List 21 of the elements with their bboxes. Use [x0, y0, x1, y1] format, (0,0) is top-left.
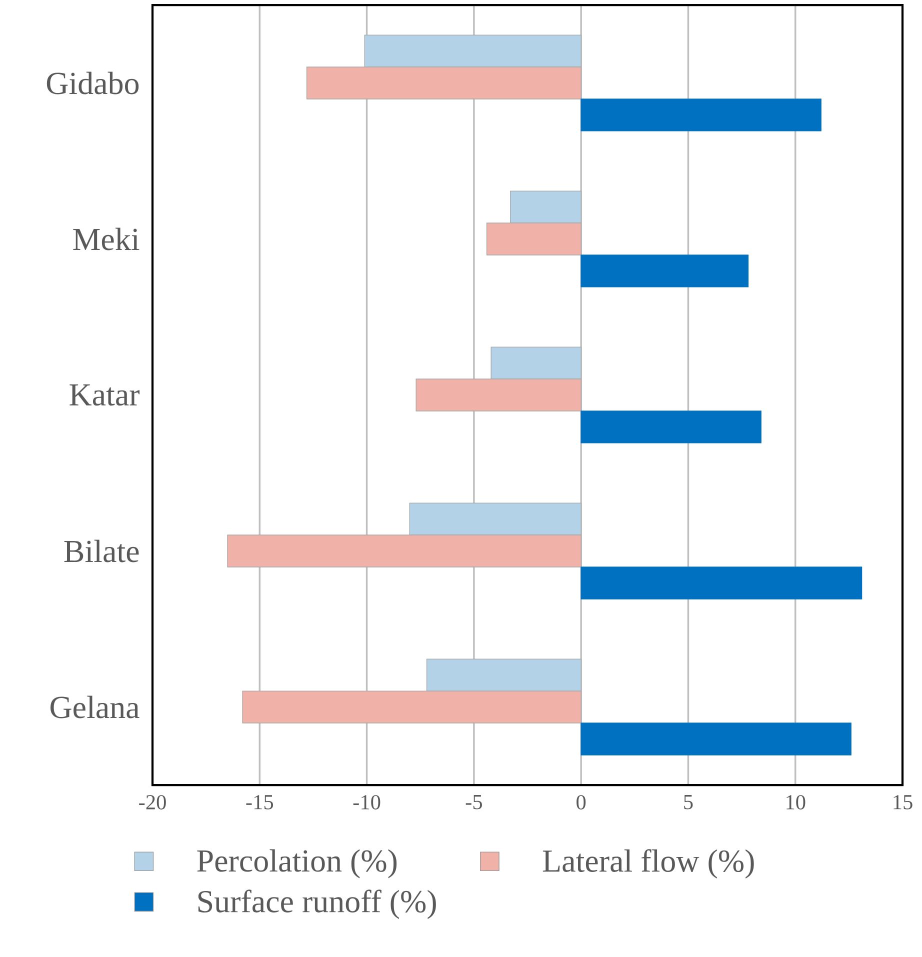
y-tick-label: Katar: [70, 384, 140, 406]
bar: [580, 410, 762, 444]
legend-label: Lateral flow (%): [542, 849, 754, 878]
y-tick-label: Gidabo: [46, 72, 139, 94]
legend-label: Percolation (%): [197, 849, 397, 878]
x-tick-label: -10: [353, 795, 380, 810]
x-tick-label: -5: [466, 795, 482, 810]
x-tick-label: -15: [246, 795, 274, 810]
bar: [580, 566, 862, 600]
y-tick-label: Meki: [73, 228, 140, 250]
bar: [580, 254, 749, 288]
x-tick-label: -20: [139, 795, 166, 810]
x-tick-label: 10: [786, 795, 806, 810]
x-tick-label: 15: [894, 795, 912, 810]
bar: [580, 722, 852, 756]
x-tick-label: 0: [576, 795, 586, 810]
y-tick-label: Bilate: [64, 540, 139, 562]
legend-label: Surface runoff (%): [198, 890, 436, 919]
y-tick-label: Gelana: [50, 696, 140, 718]
x-tick-label: 5: [684, 795, 693, 810]
bar: [580, 98, 822, 132]
